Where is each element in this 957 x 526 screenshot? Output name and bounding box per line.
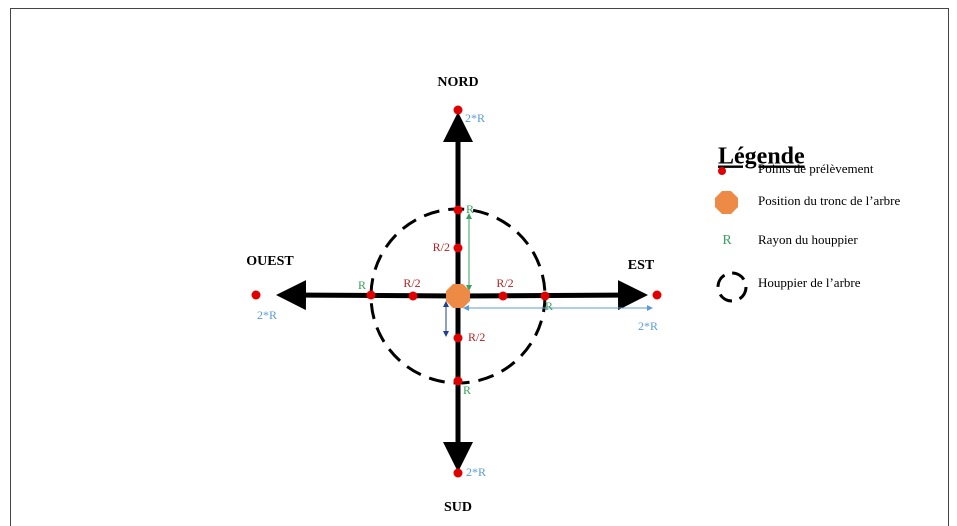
far-label: 2*R <box>638 319 658 333</box>
direction-label: EST <box>628 258 655 273</box>
far-label: 2*R <box>465 111 485 125</box>
sample-point <box>453 105 463 115</box>
legend-label: Points de prélèvement <box>758 161 874 176</box>
half-label: R/2 <box>496 276 513 290</box>
legend-symbol <box>715 191 738 214</box>
radius-label: R <box>466 202 474 216</box>
legend-symbol <box>718 167 726 175</box>
sample-point <box>453 205 463 215</box>
direction-label: SUD <box>444 500 472 515</box>
far-label: 2*R <box>466 465 486 479</box>
legend-symbol <box>716 271 748 303</box>
direction-label: NORD <box>437 75 478 90</box>
radius-label: R <box>463 383 471 397</box>
radius-label: R <box>358 278 366 292</box>
sample-point <box>540 291 550 301</box>
frame <box>10 8 949 526</box>
legend-label: Rayon du houppier <box>758 232 858 247</box>
trunk <box>446 284 470 308</box>
legend-symbol: R <box>722 233 732 248</box>
sample-point <box>453 333 463 343</box>
sample-point <box>408 291 418 301</box>
sample-point <box>498 291 508 301</box>
sample-point <box>652 290 662 300</box>
sample-point <box>453 376 463 386</box>
legend-title: Légende <box>718 144 805 170</box>
sample-points <box>251 105 662 478</box>
sample-point <box>366 290 376 300</box>
half-label: R/2 <box>433 240 450 254</box>
sample-point <box>453 243 463 253</box>
legend-label: Houppier de l’arbre <box>758 275 861 290</box>
half-label: R/2 <box>468 330 485 344</box>
far-label: 2*R <box>257 308 277 322</box>
legend-label: Position du tronc de l’arbre <box>758 193 900 208</box>
sample-point <box>251 290 261 300</box>
direction-label: OUEST <box>246 254 294 269</box>
radius-label: R <box>545 299 553 313</box>
sample-point <box>453 468 463 478</box>
half-label: R/2 <box>403 276 420 290</box>
